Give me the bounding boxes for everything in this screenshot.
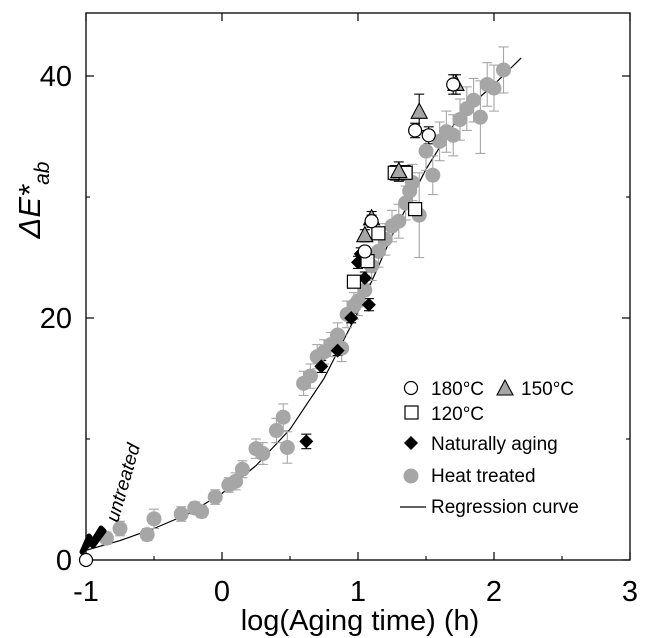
point-heat-treated <box>425 167 441 183</box>
point-180-c <box>357 244 372 259</box>
y-tick-label: 40 <box>40 61 72 93</box>
point-heat-treated <box>268 423 284 439</box>
legend-label-180: 180°C <box>431 379 484 400</box>
x-tick-label: 1 <box>350 576 366 608</box>
legend-marker-120 <box>404 405 419 420</box>
point-heat-treated <box>466 92 482 108</box>
x-tick-label: 3 <box>622 576 638 608</box>
point-heat-treated <box>330 327 346 343</box>
point-120-c <box>346 274 362 289</box>
point-150-c <box>410 102 429 119</box>
legend-label-regression: Regression curve <box>431 497 579 518</box>
x-tick-label: 0 <box>214 576 230 608</box>
point-180-c <box>78 552 94 568</box>
point-heat-treated <box>112 521 128 537</box>
point-heat-treated <box>391 213 407 229</box>
legend-marker-naturally <box>404 436 418 450</box>
point-naturally-aging <box>330 343 345 358</box>
data-points <box>78 62 512 568</box>
point-heat-treated <box>194 504 210 520</box>
point-150-c <box>389 161 408 179</box>
point-180-c <box>408 123 423 138</box>
y-axis-label: ΔE*ab <box>12 161 54 239</box>
point-heat-treated <box>350 293 366 309</box>
point-heat-treated <box>496 62 512 78</box>
y-axis-label-main: ΔE* <box>12 184 47 239</box>
point-heat-treated <box>472 109 488 125</box>
point-heat-treated <box>418 143 434 159</box>
point-heat-treated <box>228 473 244 489</box>
point-120-c <box>371 226 386 241</box>
point-180-c <box>364 214 379 229</box>
point-naturally-aging <box>357 271 372 286</box>
point-180-c <box>421 128 436 143</box>
point-heat-treated <box>146 511 162 527</box>
point-heat-treated <box>370 243 386 259</box>
point-heat-treated <box>452 112 468 128</box>
point-heat-treated <box>486 80 502 96</box>
legend-label-heat: Heat treated <box>431 466 536 487</box>
point-heat-treated <box>173 506 189 522</box>
point-180-c <box>446 77 461 92</box>
y-tick-label: 0 <box>56 545 72 577</box>
point-120-c <box>408 202 423 217</box>
legend-marker-150 <box>496 378 514 396</box>
point-heat-treated <box>207 489 223 505</box>
point-heat-treated <box>302 368 318 384</box>
y-axis-label-sub: ab <box>31 161 54 185</box>
untreated-arrow-icon <box>79 525 107 555</box>
legend-label-120: 120°C <box>431 404 484 425</box>
untreated-label: untreated <box>103 440 146 524</box>
point-naturally-aging <box>344 311 359 325</box>
legend-marker-180 <box>403 380 419 396</box>
point-heat-treated <box>357 282 373 298</box>
legend-label-naturally: Naturally aging <box>431 434 558 455</box>
point-heat-treated <box>279 439 295 455</box>
point-heat-treated <box>255 446 271 462</box>
point-heat-treated <box>139 527 155 543</box>
y-tick-label: 20 <box>40 303 72 335</box>
x-axis-label: log(Aging time) (h) <box>241 605 480 637</box>
point-heat-treated <box>234 461 250 477</box>
point-150-c <box>355 225 374 243</box>
point-heat-treated <box>445 127 461 143</box>
x-tick-label: 2 <box>486 576 502 608</box>
legend: 180°C 150°C 120°C Naturally aging Heat t… <box>400 378 579 518</box>
x-tick-label: -1 <box>73 576 99 608</box>
point-naturally-aging <box>361 297 376 312</box>
legend-marker-heat <box>403 468 419 484</box>
point-naturally-aging <box>299 434 314 449</box>
point-heat-treated <box>275 409 291 425</box>
point-naturally-aging <box>314 359 329 374</box>
legend-label-150: 150°C <box>521 379 574 400</box>
